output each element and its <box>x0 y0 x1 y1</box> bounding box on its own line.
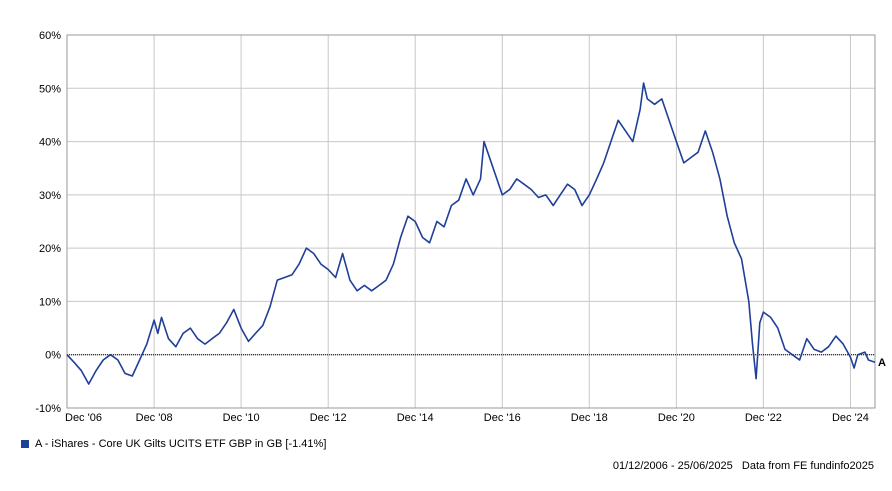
y-tick-label: 0% <box>45 350 61 362</box>
x-tick-label: Dec '12 <box>310 412 347 424</box>
y-tick-label: 40% <box>39 137 61 149</box>
y-tick-label: 50% <box>39 83 61 95</box>
x-tick-label: Dec '24 <box>832 412 869 424</box>
y-tick-label: -10% <box>35 403 61 415</box>
y-tick-label: 30% <box>39 190 61 202</box>
plot-border <box>66 34 876 409</box>
y-tick-label: 60% <box>39 30 61 42</box>
y-tick-label: 10% <box>39 296 61 308</box>
series-end-label: A <box>878 357 886 369</box>
series-line <box>66 82 876 385</box>
x-tick-label: Dec '06 <box>65 412 102 424</box>
legend-label: A - iShares - Core UK Gilts UCITS ETF GB… <box>35 438 327 450</box>
x-tick-label: Dec '08 <box>136 412 173 424</box>
y-tick-label: 20% <box>39 243 61 255</box>
x-tick-label: Dec '16 <box>484 412 521 424</box>
legend-swatch <box>21 440 29 448</box>
x-tick-label: Dec '14 <box>397 412 434 424</box>
footer-date-range: 01/12/2006 - 25/06/2025 <box>612 460 733 472</box>
legend: A - iShares - Core UK Gilts UCITS ETF GB… <box>21 438 326 450</box>
x-tick-label: Dec '22 <box>745 412 782 424</box>
footer: 01/12/2006 - 25/06/2025 Data from FE fun… <box>613 460 874 472</box>
x-tick-label: Dec '18 <box>571 412 608 424</box>
footer-source: Data from FE fundinfo2025 <box>741 460 874 472</box>
x-tick-label: Dec '10 <box>223 412 260 424</box>
plot-area <box>67 35 875 408</box>
x-tick-label: Dec '20 <box>658 412 695 424</box>
